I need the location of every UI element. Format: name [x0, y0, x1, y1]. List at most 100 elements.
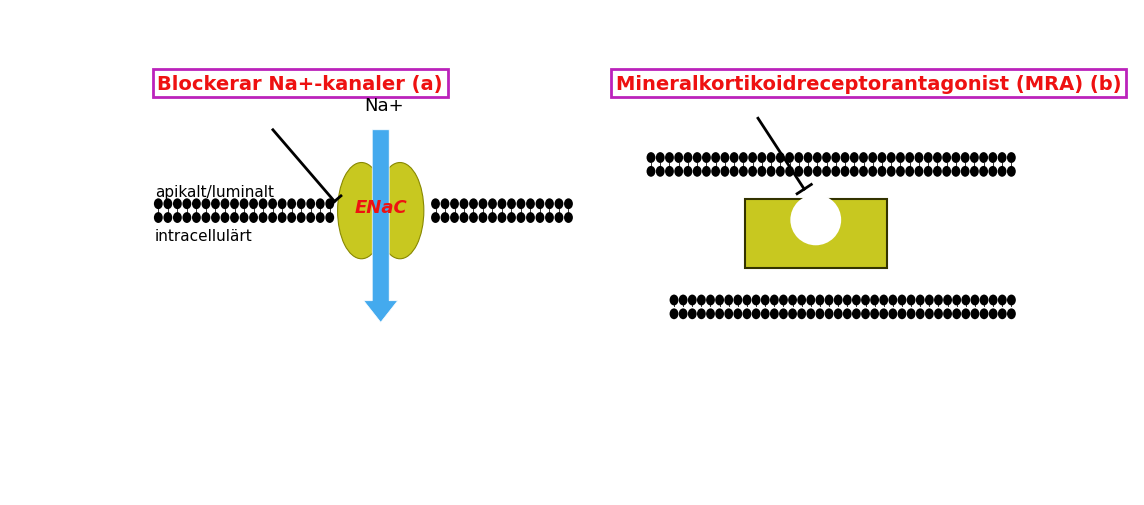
Ellipse shape — [923, 153, 932, 164]
Ellipse shape — [665, 167, 674, 177]
Ellipse shape — [325, 213, 334, 224]
Ellipse shape — [697, 295, 706, 306]
Ellipse shape — [979, 153, 988, 164]
Ellipse shape — [469, 213, 478, 224]
Ellipse shape — [517, 213, 525, 224]
Ellipse shape — [877, 167, 887, 177]
Ellipse shape — [952, 153, 960, 164]
Ellipse shape — [724, 309, 733, 320]
Ellipse shape — [221, 199, 230, 210]
Ellipse shape — [702, 167, 710, 177]
Ellipse shape — [674, 167, 683, 177]
Bar — [431, 199, 573, 224]
Ellipse shape — [988, 167, 998, 177]
Ellipse shape — [431, 213, 440, 224]
Ellipse shape — [450, 199, 459, 210]
Ellipse shape — [287, 213, 296, 224]
Ellipse shape — [998, 295, 1007, 306]
Ellipse shape — [678, 295, 688, 306]
Text: Blockerar Na+-kanaler (a): Blockerar Na+-kanaler (a) — [158, 74, 443, 93]
Ellipse shape — [192, 199, 201, 210]
Ellipse shape — [914, 153, 923, 164]
Ellipse shape — [450, 213, 459, 224]
Text: Na+: Na+ — [365, 97, 404, 115]
Ellipse shape — [896, 167, 905, 177]
Ellipse shape — [545, 199, 554, 210]
Ellipse shape — [431, 199, 440, 210]
Ellipse shape — [488, 213, 496, 224]
Ellipse shape — [880, 295, 888, 306]
Ellipse shape — [669, 309, 678, 320]
Ellipse shape — [861, 295, 869, 306]
Ellipse shape — [706, 309, 715, 320]
Ellipse shape — [861, 309, 869, 320]
Bar — [646, 153, 1016, 177]
Ellipse shape — [877, 153, 887, 164]
Ellipse shape — [905, 153, 914, 164]
Ellipse shape — [526, 199, 535, 210]
Ellipse shape — [752, 309, 761, 320]
Ellipse shape — [440, 213, 450, 224]
Ellipse shape — [715, 295, 724, 306]
Ellipse shape — [210, 199, 220, 210]
Ellipse shape — [325, 199, 334, 210]
Ellipse shape — [1007, 167, 1016, 177]
Ellipse shape — [943, 167, 951, 177]
Ellipse shape — [1007, 153, 1016, 164]
Ellipse shape — [192, 213, 201, 224]
Bar — [745, 199, 887, 269]
Ellipse shape — [907, 295, 915, 306]
Ellipse shape — [249, 199, 259, 210]
Ellipse shape — [905, 167, 914, 177]
Ellipse shape — [688, 295, 697, 306]
Ellipse shape — [259, 199, 268, 210]
Ellipse shape — [268, 199, 277, 210]
Ellipse shape — [880, 309, 888, 320]
Ellipse shape — [898, 309, 906, 320]
Ellipse shape — [934, 153, 942, 164]
Ellipse shape — [665, 153, 674, 164]
Ellipse shape — [702, 153, 710, 164]
Ellipse shape — [674, 153, 683, 164]
Ellipse shape — [832, 167, 840, 177]
Ellipse shape — [788, 309, 797, 320]
Ellipse shape — [825, 309, 834, 320]
Text: Mineralkortikoidreceptorantagonist (MRA) (b): Mineralkortikoidreceptorantagonist (MRA)… — [615, 74, 1121, 93]
Ellipse shape — [970, 309, 979, 320]
Ellipse shape — [916, 309, 924, 320]
Ellipse shape — [850, 167, 859, 177]
Text: intracellulärt: intracellulärt — [156, 228, 253, 243]
Ellipse shape — [478, 213, 487, 224]
Ellipse shape — [721, 153, 730, 164]
Ellipse shape — [1007, 309, 1016, 320]
Ellipse shape — [979, 295, 988, 306]
Ellipse shape — [961, 295, 970, 306]
Ellipse shape — [697, 309, 706, 320]
Ellipse shape — [164, 199, 173, 210]
Ellipse shape — [249, 213, 259, 224]
Ellipse shape — [816, 309, 825, 320]
Ellipse shape — [478, 199, 487, 210]
Ellipse shape — [934, 167, 942, 177]
Ellipse shape — [979, 309, 988, 320]
Ellipse shape — [834, 295, 843, 306]
Ellipse shape — [173, 213, 182, 224]
Ellipse shape — [797, 309, 807, 320]
Ellipse shape — [498, 199, 507, 210]
Ellipse shape — [766, 167, 776, 177]
Ellipse shape — [535, 213, 545, 224]
Ellipse shape — [943, 295, 952, 306]
Ellipse shape — [460, 199, 468, 210]
Ellipse shape — [970, 153, 979, 164]
Ellipse shape — [970, 167, 979, 177]
Ellipse shape — [889, 295, 897, 306]
Ellipse shape — [770, 295, 779, 306]
Ellipse shape — [943, 153, 951, 164]
Ellipse shape — [742, 309, 752, 320]
Ellipse shape — [278, 213, 286, 224]
Ellipse shape — [887, 167, 896, 177]
Ellipse shape — [307, 213, 315, 224]
Ellipse shape — [154, 213, 162, 224]
Ellipse shape — [868, 153, 877, 164]
Ellipse shape — [287, 199, 296, 210]
